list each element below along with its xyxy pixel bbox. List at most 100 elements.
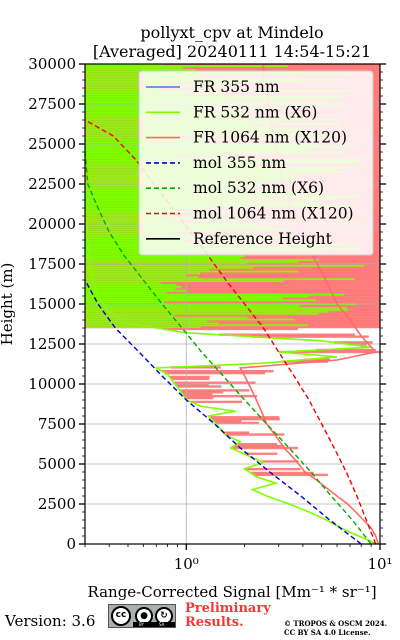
fr-1064-noise-band	[85, 291, 380, 294]
y-tick-label: 5000	[38, 455, 76, 473]
fr-1064-noise-band	[250, 471, 314, 475]
fr-1064-noise-band	[85, 268, 380, 271]
cc-license-logo: cc ● ↻ BY SA	[108, 604, 176, 628]
legend-label-4: mol 532 nm (X6)	[193, 179, 324, 197]
legend-label-5: mol 1064 nm (X120)	[193, 205, 354, 223]
x-tick-label: 10¹	[367, 555, 392, 573]
fr-532-noise-band	[85, 272, 201, 275]
fr-1064-noise-band	[253, 473, 328, 477]
fr-532-noise-band	[85, 279, 284, 282]
fr-532-noise-band	[85, 295, 309, 298]
fr-532-noise-band	[85, 214, 160, 217]
fr-1064-noise-band	[161, 370, 274, 373]
fr-1064-noise-band	[245, 467, 301, 471]
fr-1064-noise-band	[85, 68, 380, 71]
series-line-1	[85, 64, 377, 544]
fr-1064-noise-band	[181, 391, 224, 394]
legend-label-2: FR 1064 nm (X120)	[193, 129, 347, 147]
fr-1064-noise-band	[190, 400, 243, 404]
fr-532-noise-band	[85, 304, 300, 307]
x-tick-label: 10⁰	[174, 555, 199, 573]
fr-532-noise-band	[85, 239, 184, 242]
fr-1064-noise-band	[165, 371, 266, 375]
fr-532-noise-band	[85, 299, 317, 302]
fr-1064-noise-band	[184, 396, 214, 400]
y-tick-label: 30000	[28, 55, 76, 73]
y-tick-label: 15000	[28, 295, 76, 313]
fr-1064-noise-band	[85, 314, 380, 317]
fr-1064-noise-band	[85, 281, 380, 285]
fr-532-noise-band	[85, 291, 167, 294]
fr-532-noise-band	[85, 264, 365, 267]
fr-532-noise-band	[85, 87, 160, 90]
version-label: Version: 3.6	[5, 612, 96, 630]
fr-1064-noise-band	[85, 66, 380, 70]
series-line-4	[85, 151, 372, 544]
fr-532-noise-band	[85, 308, 348, 311]
fr-532-noise-band	[85, 283, 177, 286]
fr-532-noise-band	[85, 86, 186, 89]
legend-label-0: FR 355 nm	[193, 78, 280, 96]
fr-532-noise-band	[85, 82, 164, 85]
y-tick-label: 27500	[28, 95, 76, 113]
y-tick-label: 0	[66, 535, 76, 553]
fr-532-noise-band	[85, 322, 219, 325]
fr-1064-noise-band	[261, 460, 299, 463]
fr-532-noise-band	[85, 287, 176, 290]
chart-subtitle: [Averaged] 20240111 14:54-15:21	[93, 42, 371, 61]
fr-532-noise-band	[85, 310, 329, 313]
fr-1064-noise-band	[171, 377, 210, 381]
y-tick-label: 25000	[28, 135, 76, 153]
fr-1064-noise-band	[85, 272, 380, 275]
fr-1064-noise-band	[85, 325, 380, 329]
legend-label-1: FR 532 nm (X6)	[193, 103, 317, 121]
fr-1064-noise-band	[170, 366, 221, 369]
fr-1064-noise-band	[174, 381, 256, 384]
fr-532-noise-band	[85, 256, 241, 259]
lidar-profile-chart: pollyxt_cpv at Mindelo [Averaged] 202401…	[0, 23, 393, 600]
y-tick-label: 20000	[28, 215, 76, 233]
fr-532-noise-band	[85, 260, 298, 263]
legend: FR 355 nm FR 532 nm (X6) FR 1064 nm (X120)…	[138, 70, 374, 256]
fr-1064-noise-band	[209, 416, 280, 419]
fr-532-noise-band	[85, 266, 253, 269]
fr-532-noise-band	[85, 268, 209, 271]
y-axis-label: Height (m)	[0, 263, 16, 346]
copyright-note: © TROPOS & OSCM 2024. CC BY SA 4.0 Licen…	[284, 619, 387, 637]
fr-1064-noise-band	[179, 389, 250, 392]
fr-532-noise-band	[85, 255, 245, 257]
fr-532-noise-band	[85, 135, 181, 138]
fr-532-noise-band	[85, 301, 164, 304]
fr-532-noise-band	[85, 306, 347, 309]
fr-1064-noise-band	[334, 341, 373, 344]
fr-1064-noise-band	[215, 421, 259, 425]
y-tick-label: 22500	[28, 175, 76, 193]
fr-1064-noise-band	[85, 322, 380, 325]
series-line-3	[85, 278, 362, 544]
fr-1064-noise-band	[176, 385, 222, 388]
chart-title: pollyxt_cpv at Mindelo	[140, 23, 323, 42]
fr-1064-noise-band	[233, 444, 285, 448]
preliminary-line-2: Results.	[185, 615, 244, 630]
fr-1064-noise-band	[85, 320, 380, 323]
fr-532-noise-band	[85, 324, 309, 327]
fr-532-noise-band	[85, 212, 161, 215]
x-axis-ticks: 10⁰ 10¹	[84, 544, 393, 573]
fr-1064-noise-band	[236, 442, 278, 446]
y-tick-label: 17500	[28, 255, 76, 273]
fr-532-noise-band	[85, 312, 319, 315]
fr-1064-noise-band	[315, 348, 376, 352]
fr-1064-noise-band	[85, 300, 380, 304]
fr-532-noise-band	[85, 289, 187, 292]
fr-532-noise-band	[85, 258, 319, 261]
fr-532-noise-band	[85, 245, 191, 248]
y-axis-ticks: 0 2500 5000 7500 10000 12500 15000 17500 20000 22…	[28, 55, 386, 553]
fr-532-noise-band	[85, 231, 175, 234]
fr-1064-noise-band	[251, 335, 369, 338]
fr-532-noise-band	[85, 316, 248, 319]
cc-icon: cc	[111, 606, 131, 626]
y-tick-label: 12500	[28, 335, 76, 353]
x-axis-label: Range-Corrected Signal [Mm⁻¹ * sr⁻¹]	[87, 583, 376, 600]
y-tick-label: 7500	[38, 415, 76, 433]
fr-532-noise-band	[85, 297, 283, 300]
